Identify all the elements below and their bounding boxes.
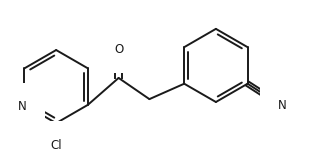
Text: N: N xyxy=(278,99,286,112)
Text: Cl: Cl xyxy=(50,139,62,152)
Text: O: O xyxy=(114,43,123,56)
Text: N: N xyxy=(18,100,27,113)
